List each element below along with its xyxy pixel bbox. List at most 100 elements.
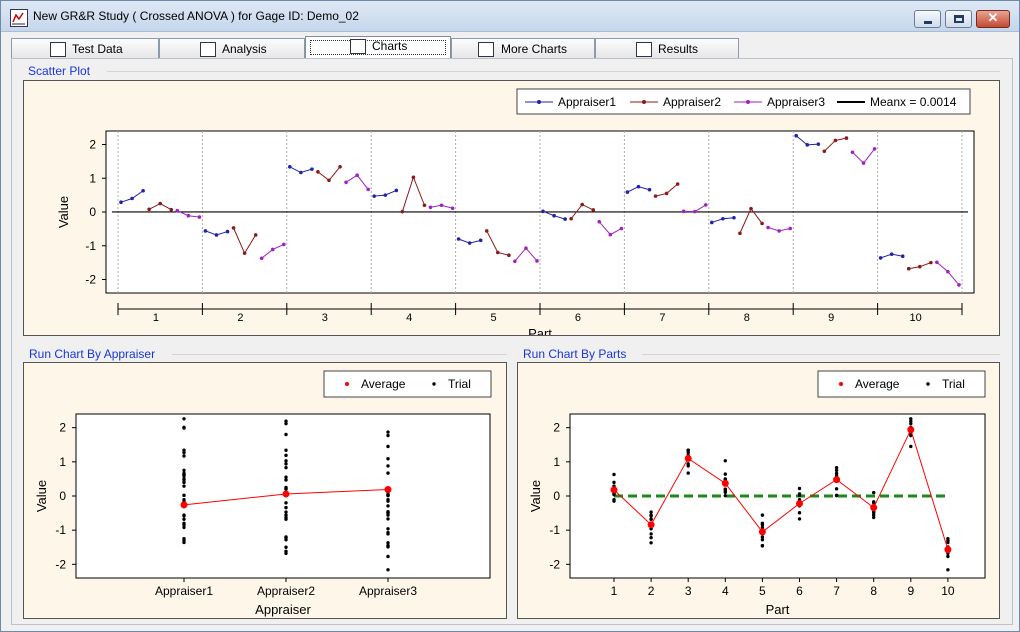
data-point bbox=[906, 266, 911, 271]
scatter-plot-frame: -2 -1 0 1 2 Value 1 2 3 4 5 6 7 8 9 10 Part Appraiser1 App… bbox=[23, 80, 1000, 341]
trial-point bbox=[386, 433, 390, 438]
x-tick-label: Appraiser2 bbox=[257, 584, 315, 598]
x-tick-label: 3 bbox=[322, 312, 328, 324]
trial-point bbox=[797, 517, 802, 521]
data-point bbox=[366, 187, 371, 192]
average-point bbox=[833, 476, 841, 484]
trial-point bbox=[909, 421, 913, 426]
data-point bbox=[816, 142, 821, 146]
data-point bbox=[732, 215, 736, 220]
data-point bbox=[299, 170, 303, 175]
y-tick-label: 2 bbox=[553, 421, 560, 435]
data-point bbox=[861, 161, 866, 165]
x-tick-label: Appraiser1 bbox=[155, 584, 213, 598]
tab-test-data[interactable]: Test Data bbox=[11, 38, 159, 58]
x-tick-label: 2 bbox=[648, 584, 655, 598]
data-point bbox=[450, 206, 455, 211]
trial-point bbox=[284, 513, 288, 517]
data-point bbox=[119, 200, 123, 205]
legend-marker bbox=[839, 382, 843, 386]
data-point bbox=[507, 253, 511, 257]
data-point bbox=[338, 164, 342, 169]
minimize-button[interactable] bbox=[914, 10, 941, 28]
data-point bbox=[681, 209, 686, 214]
trial-point bbox=[284, 505, 288, 510]
x-tick-label: 7 bbox=[833, 584, 840, 598]
data-point bbox=[203, 229, 208, 233]
scatter-plot-chart: -2 -1 0 1 2 Value 1 2 3 4 5 6 7 8 9 10 Part Appraiser1 App… bbox=[56, 88, 975, 341]
trial-point bbox=[182, 523, 186, 527]
tab-analysis[interactable]: Analysis bbox=[159, 38, 305, 58]
legend-label: Average bbox=[361, 377, 406, 391]
average-point bbox=[180, 501, 188, 509]
average-point bbox=[610, 486, 618, 494]
run-chart-parts-frame: -2 -1 0 1 2 Value 1 2 3 4 5 6 7 8 9 10 Part Average Trial bbox=[517, 362, 1000, 619]
average-point bbox=[758, 528, 766, 536]
data-point bbox=[608, 232, 613, 237]
trial-point bbox=[182, 517, 186, 521]
close-button[interactable]: ✕ bbox=[976, 10, 1010, 28]
legend-label: Appraiser1 bbox=[558, 95, 616, 109]
tab-more-charts[interactable]: More Charts bbox=[451, 38, 595, 58]
trial-point bbox=[649, 535, 653, 540]
data-point bbox=[175, 208, 180, 213]
data-point bbox=[214, 233, 219, 237]
trial-point bbox=[284, 545, 288, 549]
trial-point bbox=[284, 515, 288, 520]
trial-point bbox=[612, 480, 616, 485]
trial-point bbox=[182, 450, 186, 455]
legend-marker bbox=[642, 100, 646, 104]
legend-marker bbox=[746, 100, 750, 104]
maximize-button[interactable] bbox=[945, 10, 972, 28]
data-point bbox=[822, 149, 827, 154]
tab-results[interactable]: Results bbox=[595, 38, 739, 58]
trial-point bbox=[284, 486, 288, 491]
y-axis-label: Value bbox=[528, 480, 543, 512]
trial-point bbox=[612, 472, 616, 477]
legend-label: Meanx = 0.0014 bbox=[870, 95, 957, 109]
trial-point bbox=[284, 475, 288, 479]
trial-point bbox=[872, 500, 876, 504]
trial-point bbox=[649, 510, 653, 514]
table-icon bbox=[636, 42, 652, 57]
data-point bbox=[242, 251, 247, 255]
trial-point bbox=[284, 501, 288, 505]
trial-point bbox=[872, 511, 876, 515]
trial-point bbox=[284, 453, 288, 458]
x-tick-label: 3 bbox=[685, 584, 692, 598]
run-chart-appraiser-frame: -2 -1 0 1 2 Value Appraiser1 Appraiser2 Appraise… bbox=[23, 362, 507, 619]
data-point bbox=[372, 194, 377, 198]
minimize-icon bbox=[924, 21, 932, 24]
legend-label: Appraiser2 bbox=[663, 95, 721, 109]
trial-point bbox=[723, 490, 727, 494]
trial-point bbox=[649, 514, 653, 518]
trial-point bbox=[612, 499, 616, 503]
tab-label: Results bbox=[658, 42, 699, 56]
data-point bbox=[889, 252, 894, 256]
data-point bbox=[259, 256, 264, 261]
data-point bbox=[394, 188, 399, 193]
data-point bbox=[231, 226, 236, 230]
trial-point bbox=[284, 478, 288, 482]
trial-point bbox=[182, 417, 186, 421]
data-point bbox=[186, 213, 191, 218]
trial-point bbox=[182, 480, 186, 485]
y-tick-label: -1 bbox=[55, 523, 66, 537]
trial-point bbox=[182, 525, 186, 530]
trial-point bbox=[386, 530, 390, 535]
x-tick-label: 1 bbox=[153, 312, 159, 324]
data-point bbox=[794, 133, 798, 138]
data-point bbox=[310, 167, 314, 171]
trial-point bbox=[909, 433, 913, 438]
tab-charts[interactable]: Charts bbox=[305, 36, 451, 58]
run-chart-appraiser-group-title: Run Chart By Appraiser bbox=[29, 347, 156, 361]
average-point bbox=[944, 546, 952, 554]
app-chart-icon bbox=[10, 9, 28, 27]
x-tick-label: 9 bbox=[828, 312, 834, 324]
trial-point bbox=[284, 465, 288, 470]
x-tick-label: 5 bbox=[491, 312, 497, 324]
data-point bbox=[935, 260, 939, 265]
data-point bbox=[270, 247, 275, 252]
data-point bbox=[355, 173, 359, 178]
